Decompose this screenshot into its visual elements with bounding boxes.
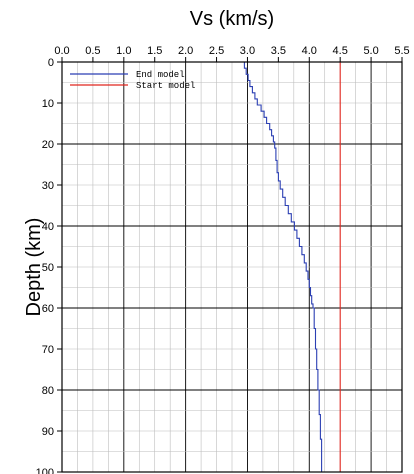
- x-tick-label: 2.0: [178, 45, 193, 57]
- ticks: [57, 57, 403, 473]
- legend-label-start-model: Start model: [136, 81, 195, 91]
- y-axis-title: Depth (km): [23, 218, 45, 317]
- x-tick-label: 1.5: [147, 45, 162, 57]
- legend: End model Start model: [70, 70, 195, 91]
- x-tick-label: 3.5: [271, 45, 286, 57]
- x-tick-label: 0.0: [54, 45, 69, 57]
- y-tick-label: 10: [42, 98, 54, 110]
- end-model-line: [243, 62, 323, 472]
- legend-label-end-model: End model: [136, 70, 185, 80]
- x-tick-label: 3.0: [240, 45, 255, 57]
- y-tick-label: 100: [36, 467, 54, 474]
- x-tick-label: 2.5: [209, 45, 224, 57]
- y-tick-labels: 0 10 20 30 40 50 60 70 80 90 100: [36, 57, 54, 474]
- y-tick-label: 50: [42, 262, 54, 274]
- x-tick-labels: 0.0 0.5 1.0 1.5 2.0 2.5 3.0 3.5 4.0 4.5 5.0 5.5: [54, 45, 409, 57]
- x-tick-label: 0.5: [85, 45, 100, 57]
- x-tick-label: 4.0: [302, 45, 317, 57]
- x-tick-label: 5.5: [394, 45, 409, 57]
- y-tick-label: 70: [42, 344, 54, 356]
- y-tick-label: 80: [42, 385, 54, 397]
- y-tick-label: 20: [42, 139, 54, 151]
- y-tick-label: 0: [48, 57, 54, 69]
- grid: [61, 61, 403, 473]
- x-tick-label: 5.0: [363, 45, 378, 57]
- x-axis-title: Vs (km/s): [190, 8, 274, 30]
- y-tick-label: 30: [42, 180, 54, 192]
- x-tick-label: 4.5: [333, 45, 348, 57]
- x-tick-label: 1.0: [116, 45, 131, 57]
- y-tick-label: 90: [42, 426, 54, 438]
- series-layer: [243, 62, 341, 472]
- y-tick-label: 40: [42, 221, 54, 233]
- y-tick-label: 60: [42, 303, 54, 315]
